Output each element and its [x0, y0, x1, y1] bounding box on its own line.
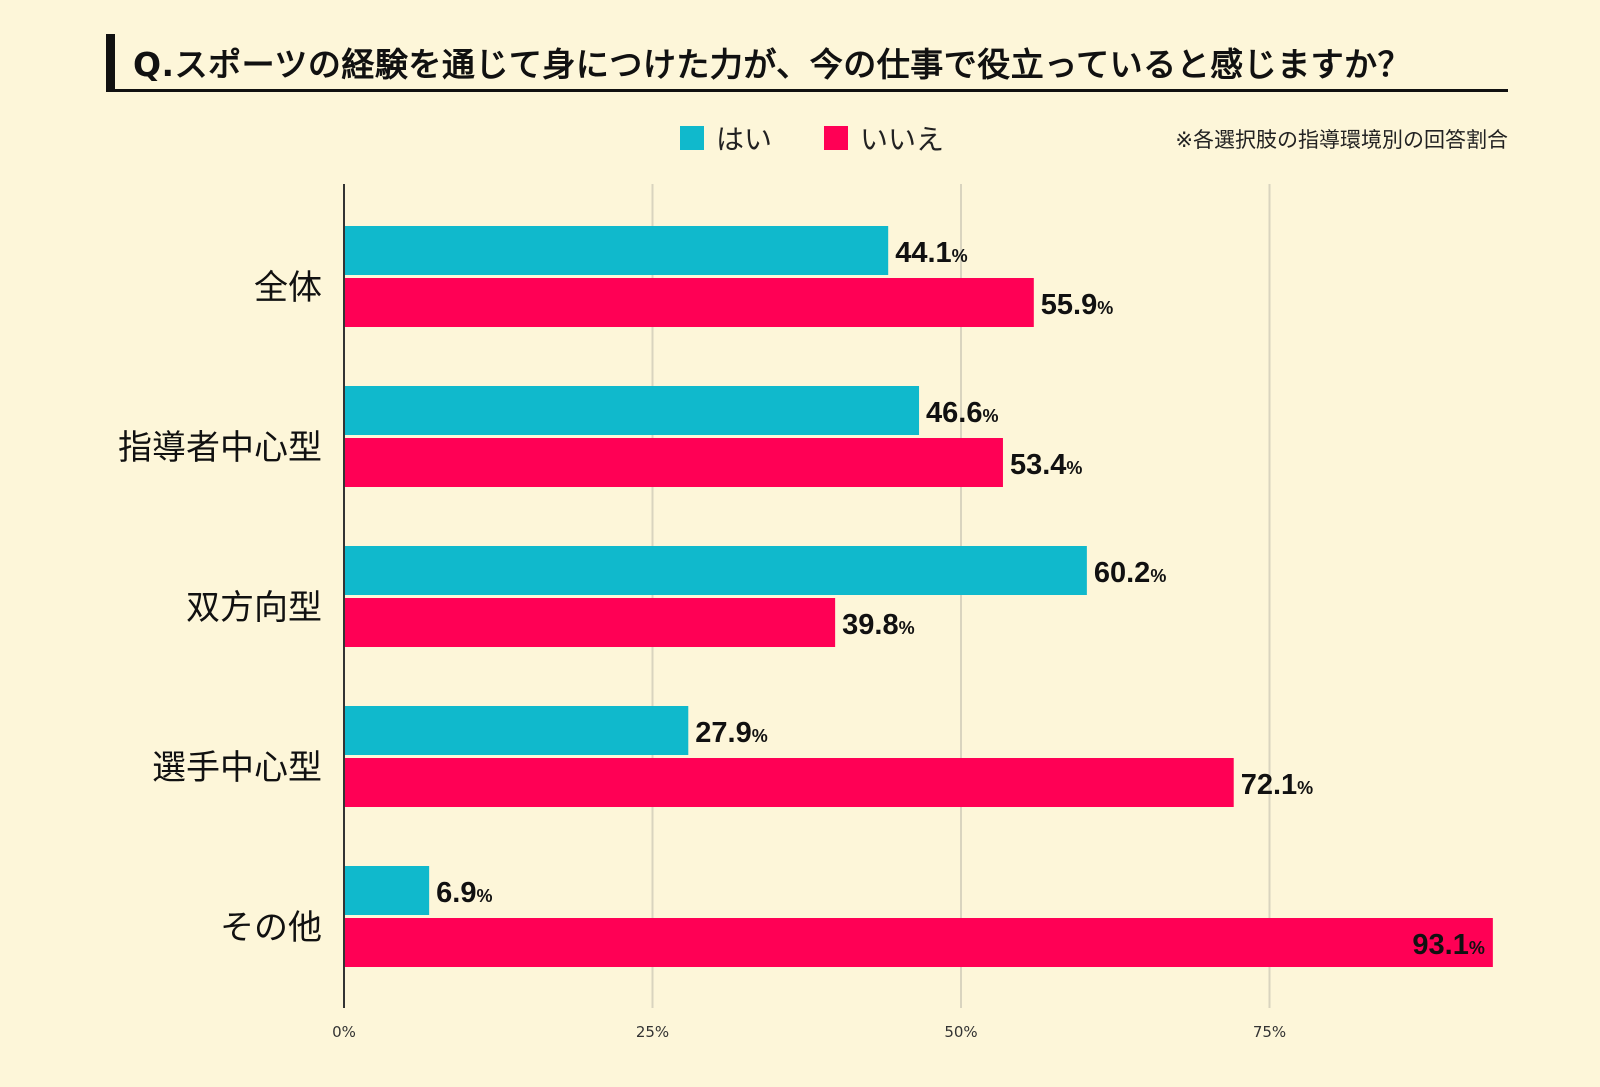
bar-no: [344, 918, 1493, 967]
category-label: その他: [220, 908, 322, 948]
value-label: 6.9%: [436, 877, 492, 909]
value-label: 60.2%: [1094, 557, 1166, 589]
category-label: 指導者中心型: [118, 428, 322, 468]
x-tick-label: 50%: [944, 1023, 977, 1041]
category-label: 双方向型: [186, 588, 322, 628]
legend: はい いいえ: [680, 118, 996, 158]
legend-item-no: いいえ: [824, 118, 944, 158]
title-bar: Q.スポーツの経験を通じて身につけた力が、今の仕事で役立っていると感じますか？: [106, 34, 1508, 92]
x-tick-label: 75%: [1253, 1023, 1286, 1041]
bar-yes: [344, 546, 1087, 595]
bar-yes: [344, 866, 430, 915]
category-label: 選手中心型: [152, 748, 322, 788]
bar-no: [344, 598, 836, 647]
value-label: 55.9%: [1041, 289, 1113, 321]
value-label: 27.9%: [695, 717, 767, 749]
bar-no: [344, 438, 1003, 487]
value-label: 46.6%: [926, 397, 998, 429]
legend-item-yes: はい: [680, 118, 772, 158]
legend-label-no: いいえ: [860, 123, 945, 156]
value-label: 44.1%: [895, 237, 967, 269]
bar-yes: [344, 226, 889, 275]
category-label: 全体: [254, 268, 322, 308]
value-label: 72.1%: [1241, 769, 1313, 801]
bar-yes: [344, 386, 920, 435]
value-label: 53.4%: [1010, 449, 1082, 481]
value-label: 39.8%: [842, 609, 914, 641]
chart-title: Q.スポーツの経験を通じて身につけた力が、今の仕事で役立っていると感じますか？: [133, 45, 1412, 84]
legend-label-yes: はい: [716, 123, 773, 156]
chart-note: ※各選択肢の指導環境別の回答割合: [1175, 128, 1508, 152]
bar-yes: [344, 706, 689, 755]
legend-swatch-yes: [680, 126, 704, 150]
bar-no: [344, 758, 1234, 807]
x-tick-label: 25%: [636, 1023, 669, 1041]
legend-swatch-no: [824, 126, 849, 150]
bar-no: [344, 278, 1034, 327]
x-tick-label: 0%: [332, 1023, 356, 1041]
value-label: 93.1%: [1412, 929, 1484, 961]
